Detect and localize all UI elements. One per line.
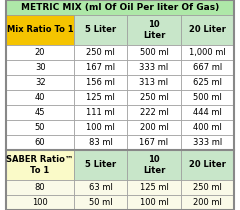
Text: 10
Liter: 10 Liter [143, 155, 165, 175]
Polygon shape [181, 60, 234, 75]
Text: 156 ml: 156 ml [86, 78, 115, 87]
Polygon shape [127, 180, 181, 195]
Text: 100: 100 [32, 198, 48, 207]
Polygon shape [74, 60, 127, 75]
Text: 333 ml: 333 ml [139, 63, 169, 72]
Polygon shape [181, 135, 234, 150]
Polygon shape [74, 150, 127, 180]
Polygon shape [181, 195, 234, 210]
Text: 250 ml: 250 ml [193, 183, 222, 192]
Text: 250 ml: 250 ml [86, 48, 115, 57]
Polygon shape [6, 135, 74, 150]
Polygon shape [127, 75, 181, 90]
Polygon shape [6, 180, 74, 195]
Polygon shape [6, 75, 74, 90]
Text: 167 ml: 167 ml [139, 138, 168, 147]
Text: 30: 30 [35, 63, 45, 72]
Text: 111 ml: 111 ml [86, 108, 115, 117]
Text: 10
Liter: 10 Liter [143, 20, 165, 40]
Text: 625 ml: 625 ml [193, 78, 222, 87]
Text: 100 ml: 100 ml [139, 198, 168, 207]
Text: 250 ml: 250 ml [139, 93, 168, 102]
Text: 100 ml: 100 ml [86, 123, 115, 132]
Text: 60: 60 [35, 138, 45, 147]
Polygon shape [181, 150, 234, 180]
Polygon shape [181, 75, 234, 90]
Polygon shape [6, 45, 74, 60]
Polygon shape [181, 90, 234, 105]
Text: 400 ml: 400 ml [193, 123, 222, 132]
Polygon shape [6, 195, 74, 210]
Text: 45: 45 [35, 108, 45, 117]
Text: 200 ml: 200 ml [139, 123, 168, 132]
Text: 500 ml: 500 ml [193, 93, 222, 102]
Polygon shape [127, 120, 181, 135]
Polygon shape [181, 45, 234, 60]
Polygon shape [127, 15, 181, 45]
Polygon shape [74, 75, 127, 90]
Text: 125 ml: 125 ml [139, 183, 168, 192]
Text: 444 ml: 444 ml [193, 108, 222, 117]
Text: 5 Liter: 5 Liter [85, 25, 116, 34]
Polygon shape [181, 105, 234, 120]
Polygon shape [127, 90, 181, 105]
Text: 20: 20 [35, 48, 45, 57]
Polygon shape [181, 15, 234, 45]
Text: 80: 80 [35, 183, 45, 192]
Polygon shape [6, 90, 74, 105]
Polygon shape [74, 105, 127, 120]
Polygon shape [74, 90, 127, 105]
Text: 20 Liter: 20 Liter [189, 160, 226, 169]
Polygon shape [6, 150, 74, 180]
Text: 667 ml: 667 ml [193, 63, 222, 72]
Text: 500 ml: 500 ml [139, 48, 168, 57]
Text: 200 ml: 200 ml [193, 198, 222, 207]
Polygon shape [74, 120, 127, 135]
Text: 63 ml: 63 ml [89, 183, 113, 192]
Text: METRIC MIX (ml Of Oil Per liter Of Gas): METRIC MIX (ml Of Oil Per liter Of Gas) [21, 3, 219, 12]
Polygon shape [127, 105, 181, 120]
Text: 40: 40 [35, 93, 45, 102]
Polygon shape [6, 60, 74, 75]
Text: 5 Liter: 5 Liter [85, 160, 116, 169]
Polygon shape [6, 120, 74, 135]
Polygon shape [127, 150, 181, 180]
Polygon shape [74, 45, 127, 60]
Text: 50: 50 [35, 123, 45, 132]
Polygon shape [6, 0, 234, 15]
Polygon shape [127, 195, 181, 210]
Text: 167 ml: 167 ml [86, 63, 115, 72]
Text: 313 ml: 313 ml [139, 78, 168, 87]
Polygon shape [74, 135, 127, 150]
Polygon shape [74, 180, 127, 195]
Text: 20 Liter: 20 Liter [189, 25, 226, 34]
Polygon shape [181, 120, 234, 135]
Polygon shape [74, 15, 127, 45]
Text: 83 ml: 83 ml [89, 138, 113, 147]
Text: 50 ml: 50 ml [89, 198, 113, 207]
Text: 222 ml: 222 ml [139, 108, 168, 117]
Polygon shape [127, 45, 181, 60]
Polygon shape [6, 105, 74, 120]
Polygon shape [181, 180, 234, 195]
Polygon shape [127, 60, 181, 75]
Polygon shape [6, 15, 74, 45]
Text: 125 ml: 125 ml [86, 93, 115, 102]
Text: 1,000 ml: 1,000 ml [189, 48, 226, 57]
Text: Mix Ratio To 1: Mix Ratio To 1 [7, 25, 73, 34]
Text: SABER Ratio™
To 1: SABER Ratio™ To 1 [6, 155, 74, 175]
Polygon shape [74, 195, 127, 210]
Text: 32: 32 [35, 78, 45, 87]
Text: 333 ml: 333 ml [193, 138, 222, 147]
Polygon shape [127, 135, 181, 150]
